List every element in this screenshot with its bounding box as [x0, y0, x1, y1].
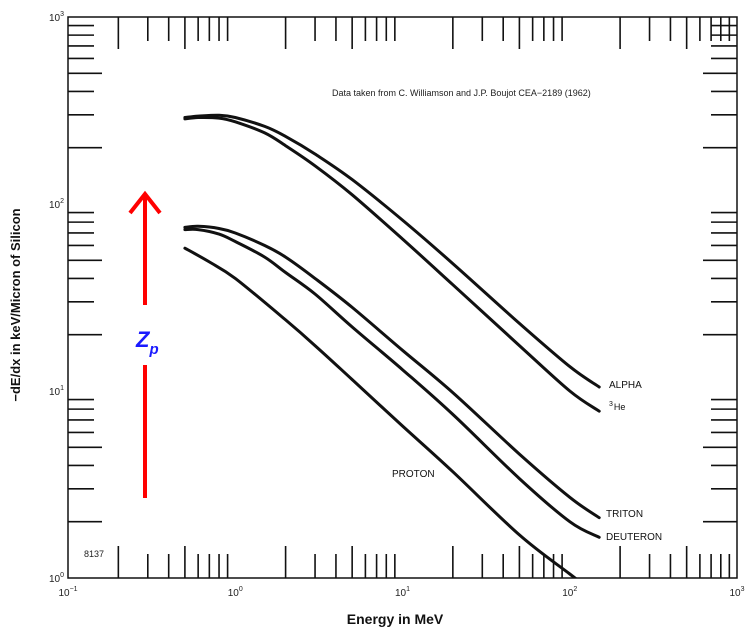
data-source-note: Data taken from C. Williamson and J.P. B… — [332, 88, 591, 98]
x-tick-exponent: 0 — [239, 586, 243, 593]
y-tick-label: 100 — [49, 572, 64, 585]
x-tick-label: 101 — [395, 586, 410, 599]
y-tick-label: 101 — [49, 385, 64, 398]
series-label-proton: PROTON — [392, 469, 435, 480]
plot-border — [67, 16, 738, 579]
series-label-triton: TRITON — [606, 509, 643, 520]
zp-arrow-head — [128, 190, 162, 215]
x-tick-exponent: 2 — [573, 586, 577, 593]
series-line-proton — [183, 246, 578, 578]
y-tick-base: 10 — [49, 200, 61, 211]
x-tick-base: 10 — [58, 588, 70, 599]
x-tick-base: 10 — [562, 588, 574, 599]
x-tick-base: 10 — [729, 588, 741, 599]
minor-ticks — [68, 17, 737, 578]
zp-label-base: Z — [135, 327, 151, 352]
series-line-deuteron — [183, 227, 601, 539]
x-tick-label: 10−1 — [58, 586, 77, 599]
x-tick-base: 10 — [228, 588, 240, 599]
x-axis-title: Energy in MeV — [347, 611, 444, 627]
y-axis-title: −dE/dx in keV/Micron of Silicon — [8, 208, 23, 401]
x-tick-exponent: −1 — [70, 586, 78, 593]
zp-arrow-label: Zp — [135, 327, 159, 358]
y-tick-exponent: 1 — [60, 385, 64, 392]
y-tick-exponent: 0 — [60, 572, 64, 579]
x-tick-label: 102 — [562, 586, 577, 599]
y-tick-base: 10 — [49, 13, 61, 24]
zp-arrow: Zp — [128, 190, 162, 498]
series-line-he — [183, 115, 601, 413]
y-tick-base: 10 — [49, 574, 61, 585]
series-label-alpha: ALPHA — [609, 380, 642, 391]
data-series — [183, 113, 601, 578]
x-tick-exponent: 3 — [741, 586, 745, 593]
y-tick-label: 103 — [49, 11, 64, 24]
x-tick-label: 103 — [729, 586, 744, 599]
series-line-alpha — [183, 113, 601, 389]
series-label-he3: 3He — [609, 401, 625, 412]
y-tick-exponent: 2 — [60, 198, 64, 205]
zp-label-sub: p — [148, 341, 158, 358]
x-tick-exponent: 1 — [406, 586, 410, 593]
y-tick-base: 10 — [49, 387, 61, 398]
he3-superscript: 3 — [609, 401, 613, 408]
plot-frame — [67, 16, 738, 579]
x-tick-base: 10 — [395, 588, 407, 599]
y-tick-exponent: 3 — [60, 11, 64, 18]
figure-code: 8137 — [84, 549, 104, 559]
series-label-deuteron: DEUTERON — [606, 532, 662, 543]
x-tick-label: 100 — [228, 586, 243, 599]
y-tick-label: 102 — [49, 198, 64, 211]
he3-base: He — [614, 402, 626, 412]
series-line-triton — [183, 224, 601, 520]
